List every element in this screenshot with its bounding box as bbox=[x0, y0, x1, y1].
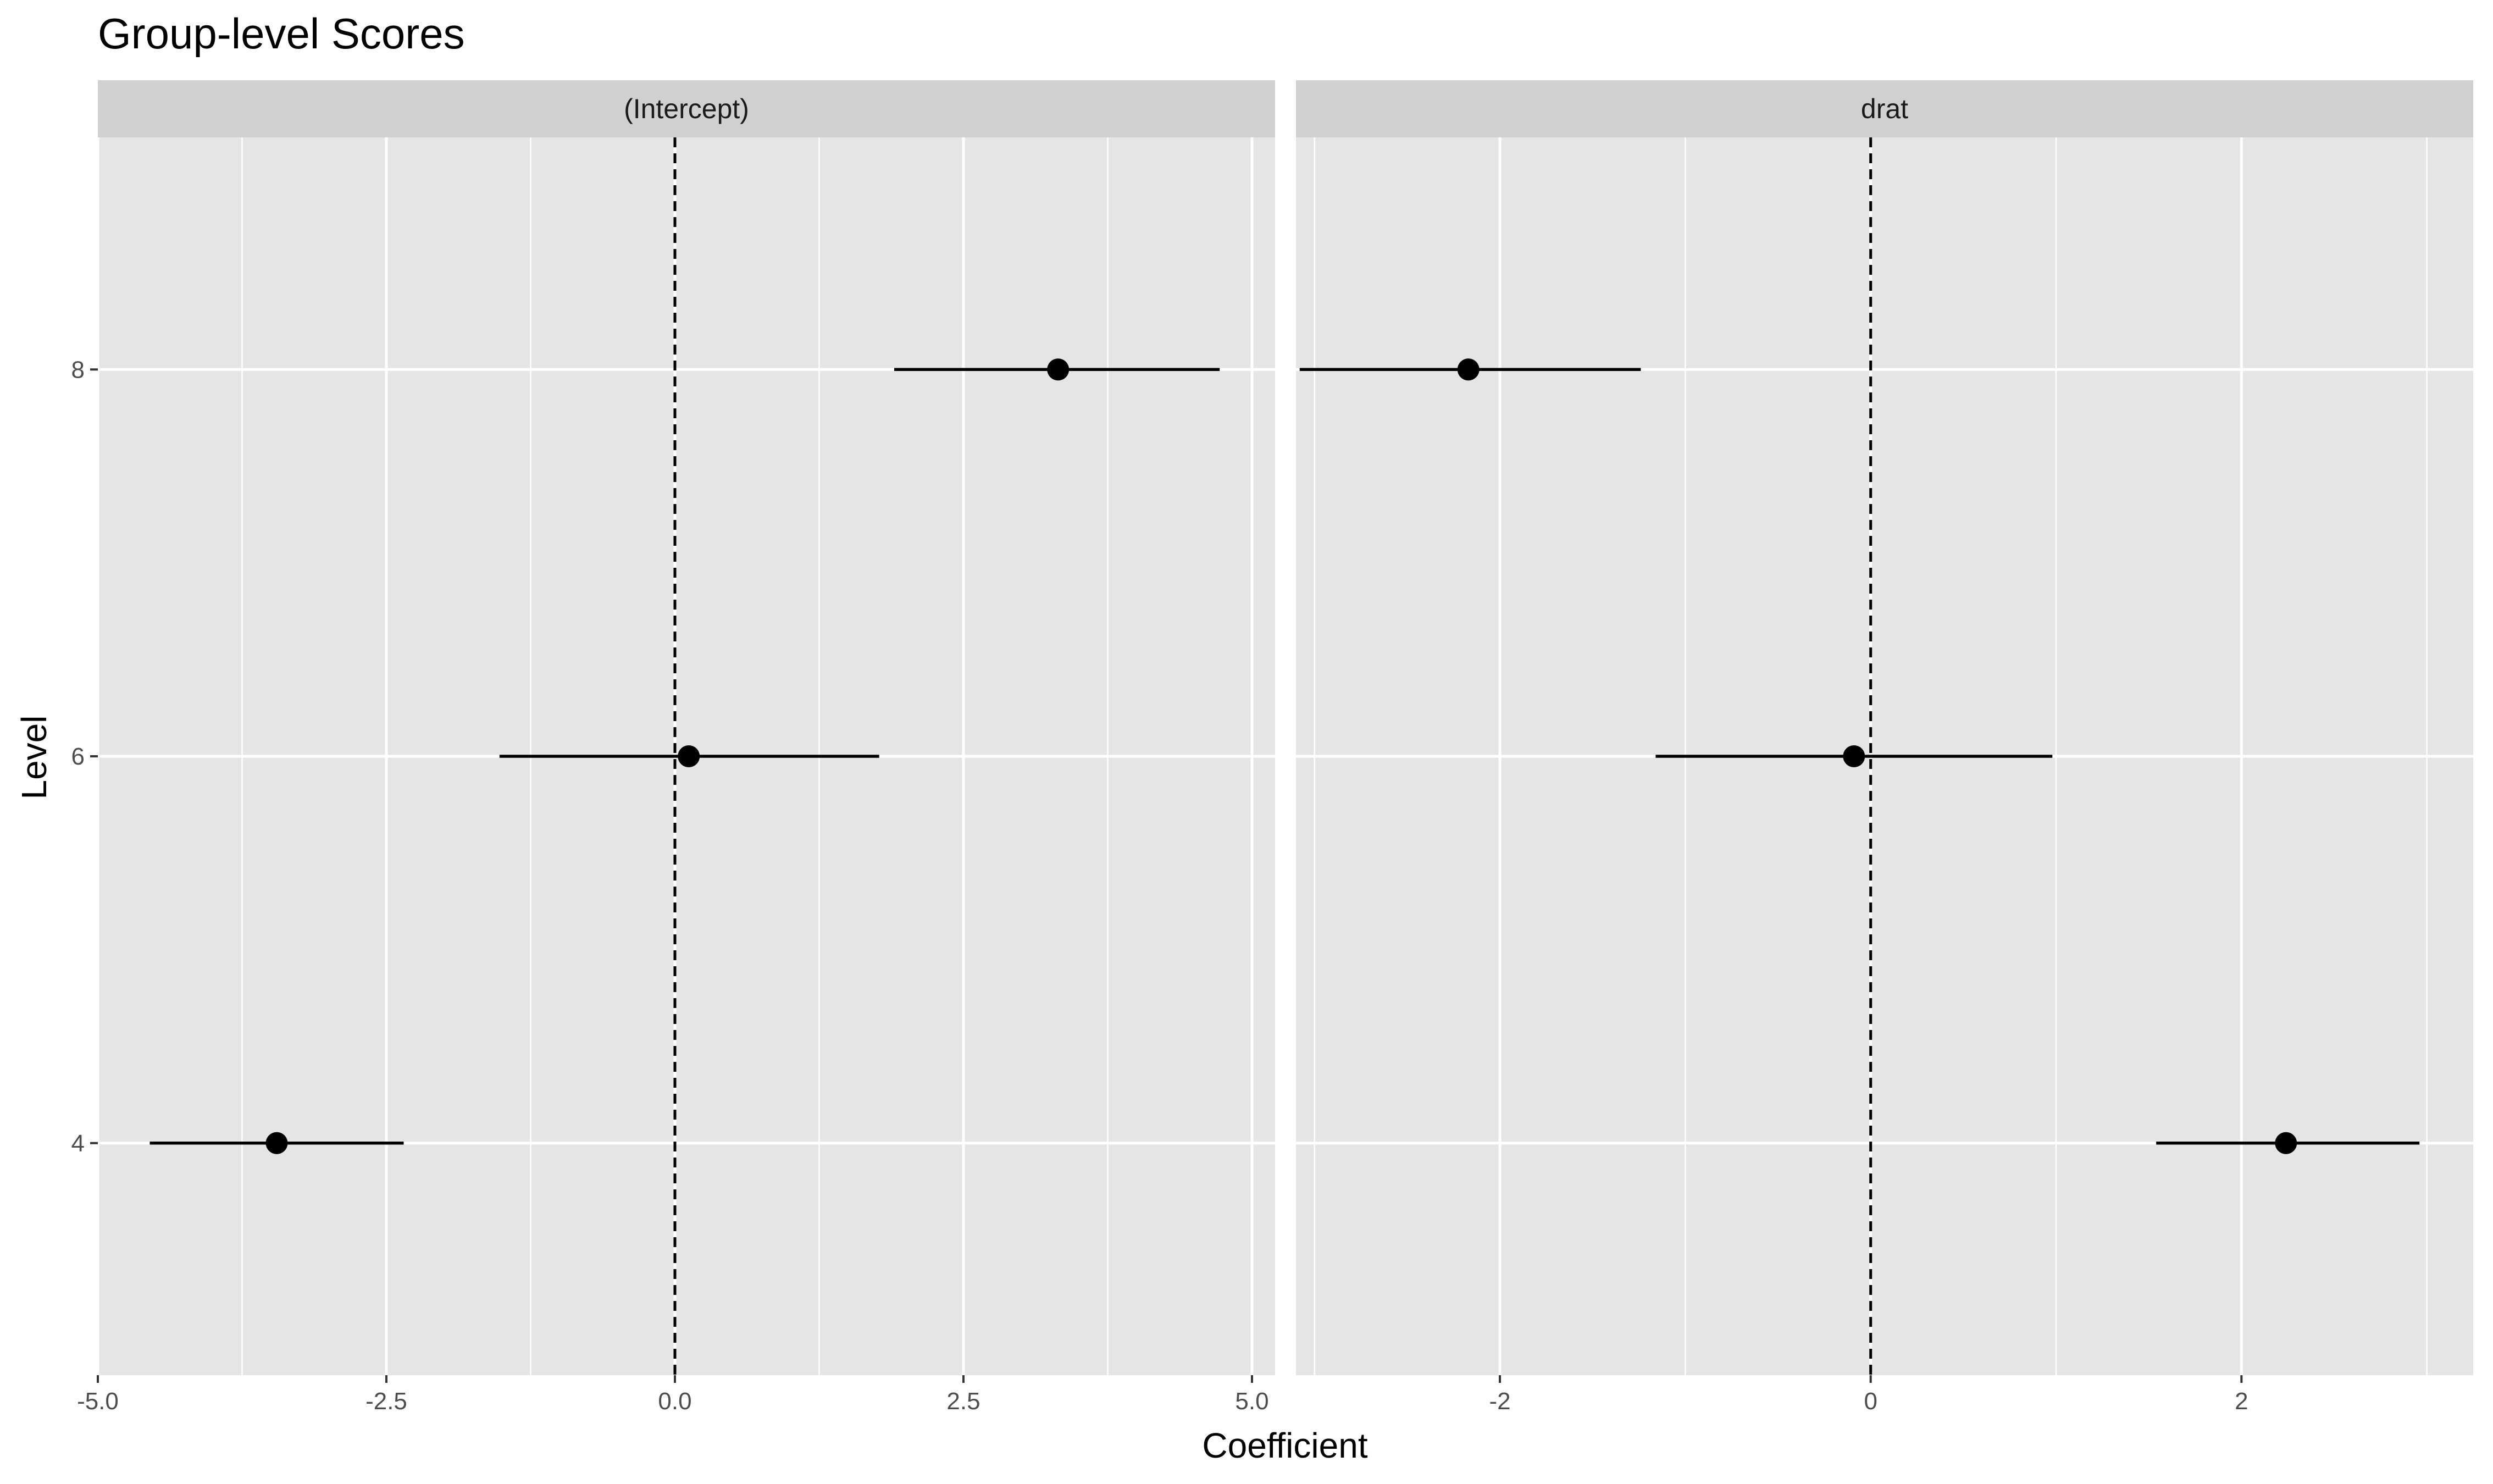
estimate-point bbox=[1843, 745, 1865, 767]
x-tick-label: 0 bbox=[1864, 1388, 1877, 1415]
x-tick-label: -2 bbox=[1489, 1388, 1510, 1415]
x-axis-title: Coefficient bbox=[1202, 1426, 1367, 1465]
estimate-point bbox=[1457, 358, 1480, 381]
estimate-point bbox=[1047, 358, 1070, 381]
y-tick-label: 6 bbox=[71, 743, 85, 770]
facet-strip bbox=[1296, 80, 2473, 137]
facet-strip-label: drat bbox=[1861, 93, 1908, 124]
y-tick-label: 8 bbox=[71, 356, 85, 383]
facet-panel-1: (Intercept) -5.0 -2.5 0.0 2.5 5.0 bbox=[77, 80, 1275, 1415]
facet-panel-2: drat -2 0 2 bbox=[1296, 80, 2473, 1415]
x-tick-label: 0.0 bbox=[658, 1388, 691, 1415]
estimate-point bbox=[2275, 1132, 2297, 1154]
facet-strip bbox=[98, 80, 1275, 137]
estimate-point bbox=[678, 745, 700, 767]
x-tick-label: 2 bbox=[2235, 1388, 2248, 1415]
x-tick-label: -5.0 bbox=[77, 1388, 119, 1415]
x-tick-label: 2.5 bbox=[946, 1388, 980, 1415]
facet-panels: (Intercept) -5.0 -2.5 0.0 2.5 5.0 drat -2 0 2 bbox=[77, 80, 2473, 1415]
chart-title: Group-level Scores bbox=[98, 9, 465, 58]
facet-strip-label: (Intercept) bbox=[624, 93, 749, 124]
x-tick-label: -2.5 bbox=[365, 1388, 407, 1415]
y-axis-title: Level bbox=[14, 716, 54, 800]
estimate-point bbox=[265, 1132, 288, 1154]
y-tick-label: 4 bbox=[71, 1130, 85, 1157]
x-tick-label: 5.0 bbox=[1235, 1388, 1268, 1415]
y-axis: 4 6 8 bbox=[71, 356, 98, 1157]
